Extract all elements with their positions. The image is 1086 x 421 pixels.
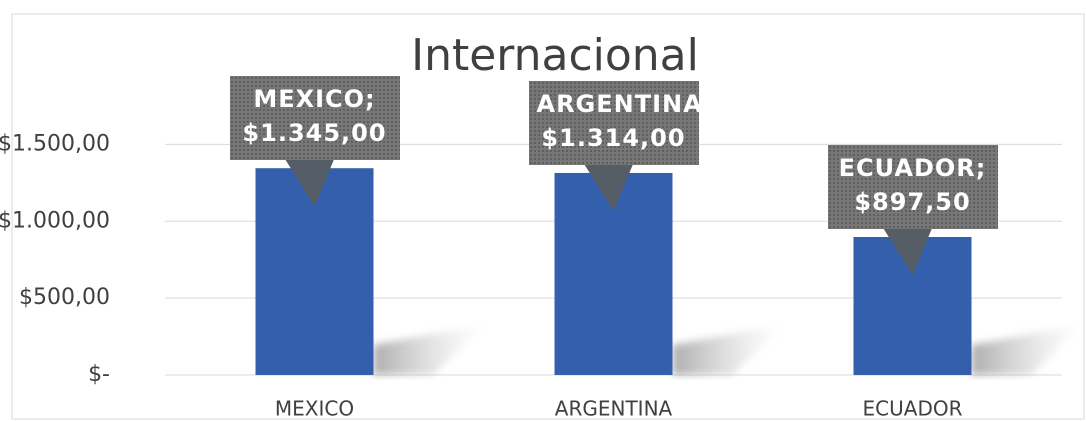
bar-shadow [373, 325, 484, 375]
data-label: MEXICO; $1.345,00 [229, 76, 400, 161]
data-label: ECUADOR; $897,50 [827, 145, 998, 229]
callout-pointer [583, 162, 634, 211]
x-tick-label: MEXICO [275, 397, 354, 421]
chart-border [11, 13, 1085, 420]
bar-shadow [971, 325, 1082, 375]
chart-title: Internacional [411, 30, 699, 81]
x-tick-label: ECUADOR [863, 397, 963, 421]
callout-pointer [882, 227, 933, 276]
y-tick-label: $- [88, 362, 110, 387]
callout-pointer [284, 158, 335, 207]
x-tick-label: ARGENTINA [555, 397, 673, 421]
data-label: ARGENTINA; $1.314,00 [528, 80, 713, 165]
y-tick-label: $1.500,00 [0, 131, 110, 156]
y-tick-label: $1.000,00 [0, 208, 110, 233]
y-tick-label: $500,00 [19, 285, 110, 310]
bar-shadow [672, 325, 783, 375]
